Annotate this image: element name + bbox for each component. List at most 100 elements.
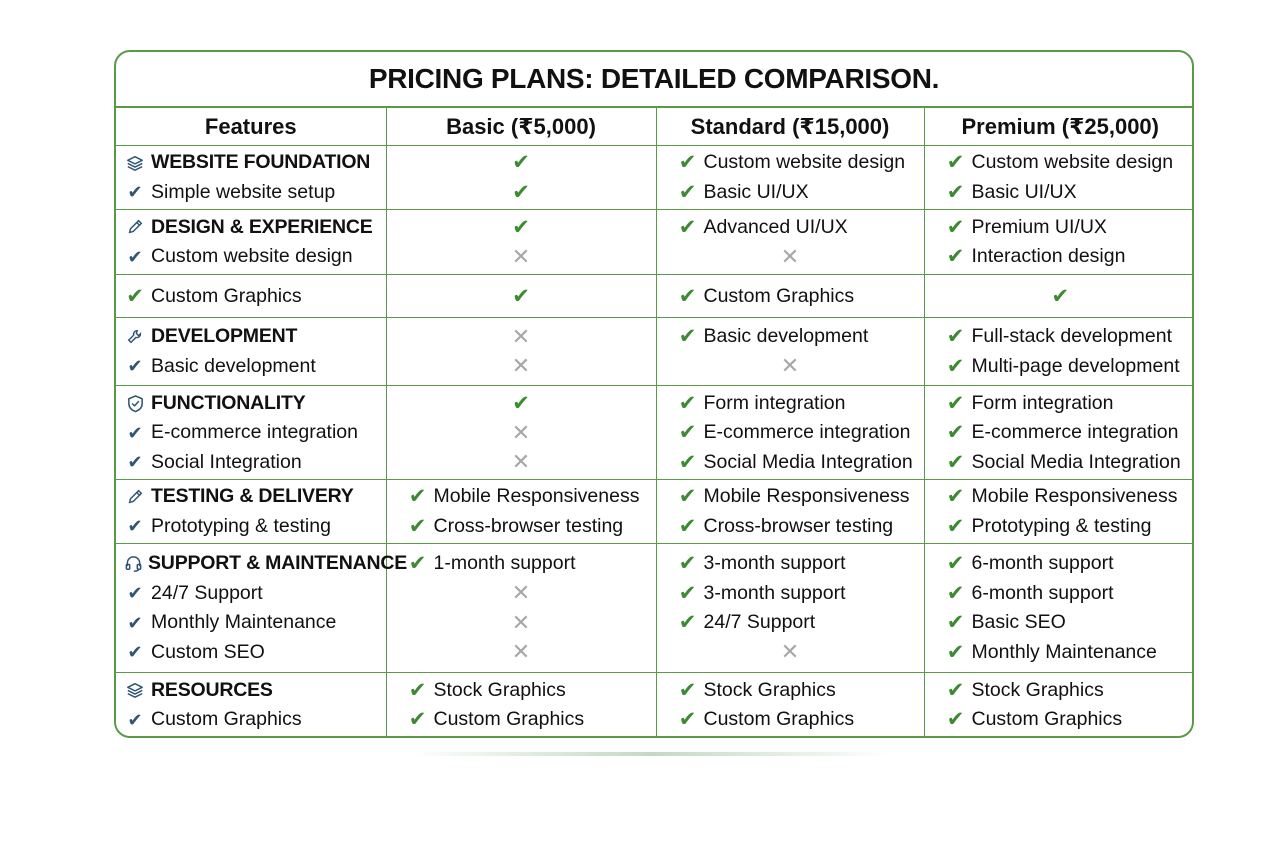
feature-item: E-commerce integration [116,418,386,448]
plan-item-label: Social Media Integration [971,450,1181,473]
plan-cell-standard: 3-month support 3-month support 24/7 Suppo… [655,543,925,673]
feature-cell: TESTING & DELIVERY Prototyping & testing [116,479,387,544]
section-heading-label: SUPPORT & MAINTENANCE [148,552,408,575]
plan-item-label: Basic development [703,325,869,348]
checkmark-icon [945,553,967,574]
plan-item: Social Media Integration [925,447,1193,477]
checkmark-icon [407,709,429,730]
page-title: PRICING PLANS: DETAILED COMPARISON. [116,52,1192,108]
feature-item: Custom Graphics [116,281,386,311]
plan-item: Basic UI/UX [925,178,1193,208]
section-heading-label: DESIGN & EXPERIENCE [151,215,373,238]
plan-item-label: Cross-browser testing [433,514,624,537]
plan-item [387,388,656,418]
feature-label: Custom SEO [151,640,265,663]
plan-item-label: 3-month support [703,581,846,604]
plan-item [387,148,656,178]
plan-item-label: Stock Graphics [433,678,566,701]
section-row: TESTING & DELIVERYPrototyping & testingM… [116,479,1192,544]
checkmark-icon [124,357,146,375]
plan-item: Premium UI/UX [925,213,1193,243]
plan-cell-premium: Full-stack development Multi-page develop… [923,317,1193,386]
plan-item-label: Full-stack development [971,325,1173,348]
plan-item-label: Form integration [703,391,846,414]
checkmark-icon [677,452,699,473]
plan-cell-premium: Mobile Responsiveness Prototyping & testi… [923,479,1192,544]
section-row: RESOURCES Custom Graphics Stock Graphics Cu… [116,672,1193,736]
plan-item: Stock Graphics [657,675,924,705]
cross-icon [512,246,530,268]
plan-cell-basic [385,317,657,386]
plan-item-label: Stock Graphics [703,678,836,701]
checkmark-icon [512,182,530,203]
plan-item: Multi-page development [925,352,1193,382]
card-shadow [410,752,890,756]
plan-item: Custom website design [925,148,1193,178]
plan-cell-premium: Stock Graphics Custom Graphics [923,672,1193,736]
checkmark-icon [677,393,699,414]
checkmark-icon [677,709,699,730]
plan-item-label: 1-month support [433,552,576,575]
plan-item-label: Basic UI/UX [971,180,1077,203]
feature-item: Monthly Maintenance [116,608,386,638]
checkmark-icon [677,583,699,604]
plan-item: Custom Graphics [657,281,924,311]
plan-item: 3-month support [657,579,924,609]
checkmark-icon [407,486,429,507]
plan-item: Basic development [657,322,924,352]
section-row: SUPPORT & MAINTENANCE 24/7 Support Monthly… [116,543,1192,673]
plan-item-label: Prototyping & testing [971,514,1152,537]
feature-cell: FUNCTIONALITY E-commerce integration Socia… [116,385,387,480]
plan-item: Stock Graphics [925,675,1193,705]
plan-item [657,352,924,382]
feature-cell: RESOURCES Custom Graphics [116,672,387,736]
feature-cell: WEBSITE FOUNDATION Simple website setup [116,145,387,210]
plan-item-label: Social Media Integration [703,450,913,473]
cross-icon [512,451,530,473]
plan-item-label: Advanced UI/UX [703,215,848,238]
plan-cell-premium: Premium UI/UX Interaction design [923,209,1193,275]
plan-item-label: Basic UI/UX [703,180,809,203]
feature-label: Basic development [151,354,316,377]
checkmark-icon [124,517,146,535]
feature-cell: DEVELOPMENT Basic development [116,317,387,386]
plan-item: 3-month support [657,549,924,579]
feature-item: Custom website design [116,242,386,272]
plan-item [387,638,656,668]
plan-item-label: 6-month support [971,552,1114,575]
checkmark-icon [945,680,967,701]
feature-item: Custom SEO [116,638,386,668]
plan-item: Form integration [925,388,1193,418]
plan-item-label: Custom Graphics [703,708,855,730]
plan-cell-standard: Basic development [655,317,925,386]
plan-item-label: Custom Graphics [971,708,1123,730]
checkmark-icon [677,217,699,238]
plan-item: Full-stack development [925,322,1193,352]
layers-icon [124,154,146,172]
checkmark-icon [945,152,967,173]
plan-item-label: Cross-browser testing [703,514,894,537]
checkmark-icon [677,326,699,347]
checkmark-icon [945,612,967,633]
plan-item: E-commerce integration [657,418,924,448]
section-heading-label: DEVELOPMENT [151,325,298,348]
plan-cell-basic: Mobile Responsiveness Cross-browser testi… [385,479,657,544]
feature-label: Custom Graphics [151,284,302,307]
checkmark-icon [945,516,967,537]
plan-item: Advanced UI/UX [657,213,924,243]
plan-item: 1-month support [387,549,656,579]
checkmark-icon [945,486,967,507]
plan-item-label: Monthly Maintenance [971,640,1157,663]
checkmark-icon [945,356,967,377]
section-heading-label: WEBSITE FOUNDATION [151,151,371,174]
column-header-features: Features [116,108,387,146]
feature-label: Prototyping & testing [151,514,331,537]
checkmark-icon [124,248,146,266]
plan-cell-basic: 1-month support [385,543,657,673]
plan-item-label: Custom website design [703,151,906,174]
checkmark-icon [512,152,530,173]
plan-item: Custom Graphics [657,705,924,735]
plan-item: Cross-browser testing [387,512,656,542]
plan-cell-premium: Form integration E-commerce integration So… [923,385,1193,480]
section-row: DEVELOPMENT Basic development Basic develo… [116,317,1193,386]
